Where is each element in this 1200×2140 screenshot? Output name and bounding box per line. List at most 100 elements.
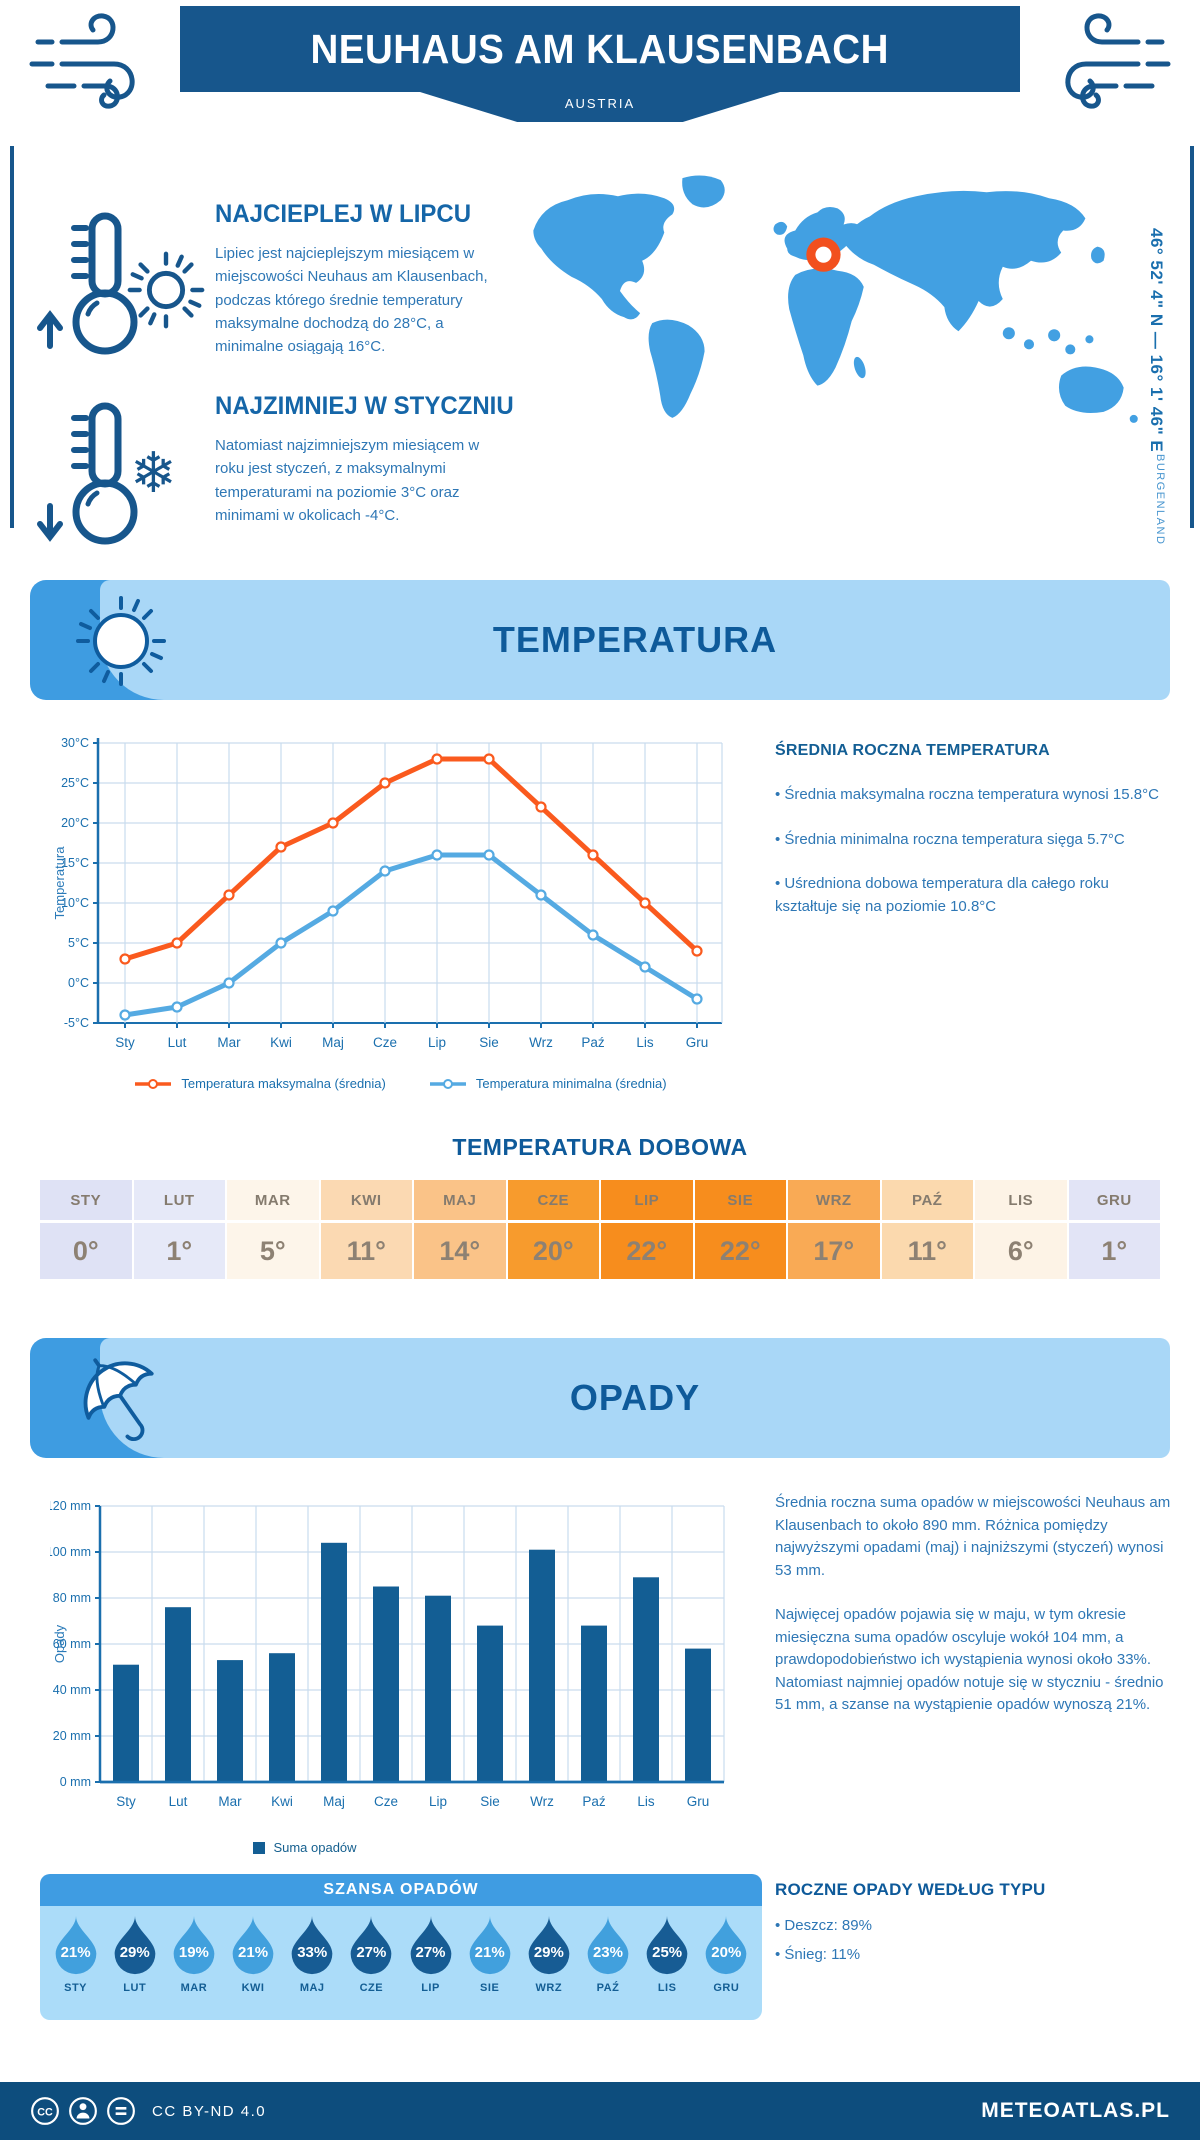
daily-col-MAR: MAR 5° [227,1180,319,1279]
temperature-summary-title: ŚREDNIA ROCZNA TEMPERATURA [775,742,1050,759]
precip-chance-month: LIS [657,1982,677,1994]
bar-Maj [321,1542,347,1782]
daily-month-label: CZE [507,1180,599,1220]
precipitation-chart-legend: Suma opadów [55,1840,555,1855]
daily-month-label: PAŹ [881,1180,973,1220]
svg-text:Sty: Sty [115,1035,135,1050]
legend-label: Temperatura maksymalna (średnia) [181,1076,386,1091]
legend-label: Suma opadów [273,1840,357,1855]
bar-Paź [581,1625,607,1782]
daily-month-label: LIP [601,1180,693,1220]
precip-chance-STY: 21% STY [50,1914,102,2020]
precip-chance-title: SZANSA OPADÓW [40,1874,762,1906]
country-tab: AUSTRIA [420,92,780,122]
precip-chance-panel: 21% STY 29% LUT 19% MAR 21% KWI [40,1906,762,2020]
daily-temp-value: 11° [881,1223,973,1279]
temperature-banner [100,580,1170,700]
cold-month-text: Natomiast najzimniejszym miesiącem w rok… [215,437,480,524]
svg-text:Kwi: Kwi [271,1794,293,1809]
svg-text:Lis: Lis [636,1035,654,1050]
region-label: BURGENLAND [1154,454,1166,546]
bar-Lis [633,1577,659,1782]
title-banner: NEUHAUS AM KLAUSENBACH [180,6,1020,92]
svg-text:0°C: 0°C [68,976,89,990]
droplet-icon [291,1915,333,1975]
precip-chance-value: 19% [178,1944,209,1961]
world-map [533,175,1138,423]
precip-chance-month: WRZ [535,1982,563,1994]
svg-text:60 mm: 60 mm [53,1637,91,1651]
brand-label: METEOATLAS.PL [981,2099,1170,2122]
cc-nd-icon [107,2097,135,2125]
svg-text:Lut: Lut [169,1794,188,1809]
precip-chance-KWI: 21% KWI [227,1914,279,2020]
daily-month-label: LUT [133,1180,225,1220]
svg-text:120 mm: 120 mm [50,1499,91,1513]
footer: CC CC BY-ND 4.0 METEOATLAS.PL [0,2082,1200,2140]
daily-col-CZE: CZE 20° [507,1180,599,1279]
svg-text:Sie: Sie [480,1794,500,1809]
svg-text:Sie: Sie [479,1035,499,1050]
precipitation-text: Średnia roczna suma opadów w miejscowośc… [775,1494,1171,1579]
precip-chance-value: 27% [356,1944,387,1961]
daily-month-label: STY [40,1180,132,1220]
precip-chance-GRU: 20% GRU [700,1914,752,2020]
precip-chance-value: 29% [119,1944,150,1961]
legend-swatch [429,1078,466,1089]
droplet-icon [232,1915,274,1975]
thermometer-down-icon [37,402,138,545]
svg-text:Lis: Lis [637,1794,655,1809]
daily-col-GRU: GRU 1° [1068,1180,1160,1279]
sun-banner-icon [76,596,166,686]
svg-text:Lip: Lip [429,1794,447,1809]
precip-chance-MAJ: 33% MAJ [286,1914,338,2020]
daily-temp-value: 1° [133,1223,225,1279]
svg-text:10°C: 10°C [61,896,89,910]
precip-chance-WRZ: 29% WRZ [523,1914,575,2020]
legend-item: Temperatura minimalna (średnia) [428,1076,667,1091]
temperature-line-chart-svg: 30°C 25°C 20°C 15°C 10°C 5°C 0°C -5°C Sty Lut Mar K… [52,736,723,1050]
coordinates-block: 46° 52' 4" N — 16° 1' 46" E BURGENLAND [1146,228,1166,568]
legend-item: Temperatura maksymalna (średnia) [133,1076,386,1091]
droplet-icon [646,1915,688,1975]
cold-month-title: NAJZIMNIEJ W STYCZNIU [215,392,514,420]
precip-chance-month: GRU [713,1982,740,1994]
cc-icon: CC [31,2097,59,2125]
umbrella-icon [83,1358,154,1442]
precip-chance-PAŹ: 23% PAŹ [582,1914,634,2020]
svg-text:100 mm: 100 mm [50,1545,91,1559]
precipitation-banner [100,1338,1170,1458]
precip-chance-value: 21% [238,1944,269,1961]
daily-temp-value: 11° [320,1223,412,1279]
svg-text:Maj: Maj [322,1035,344,1050]
precip-chance-month: PAŹ [596,1982,620,1994]
bar-Lip [425,1595,451,1782]
daily-col-LIS: LIS 6° [975,1180,1067,1279]
precip-chance-CZE: 27% CZE [345,1914,397,2020]
precip-chance-value: 20% [711,1944,742,1961]
daily-col-SIE: SIE 22° [694,1180,786,1279]
bar-Wrz [529,1549,555,1782]
temperature-bullet: • Średnia minimalna roczna temperatura s… [775,830,1125,848]
svg-text:Gru: Gru [686,1035,709,1050]
sun-icon [127,251,205,329]
svg-text:Lip: Lip [428,1035,446,1050]
precip-chance-month: SIE [480,1982,500,1994]
precip-chance-MAR: 19% MAR [168,1914,220,2020]
precip-chance-value: 29% [533,1944,564,1961]
svg-text:Maj: Maj [323,1794,345,1809]
country-label: AUSTRIA [564,96,636,111]
droplet-icon [705,1915,747,1975]
thermometer-up-icon [37,212,138,355]
daily-col-MAJ: MAJ 14° [414,1180,506,1279]
bar-Mar [217,1660,243,1782]
snowflake-icon: ❄ [130,441,177,506]
daily-temp-value: 22° [694,1223,786,1279]
precip-chance-month: LIP [421,1982,440,1994]
daily-col-KWI: KWI 11° [320,1180,412,1279]
temperature-section-title: TEMPERATURA [492,619,778,660]
svg-text:Sty: Sty [116,1794,136,1809]
daily-month-label: KWI [320,1180,412,1220]
droplet-icon [114,1915,156,1975]
